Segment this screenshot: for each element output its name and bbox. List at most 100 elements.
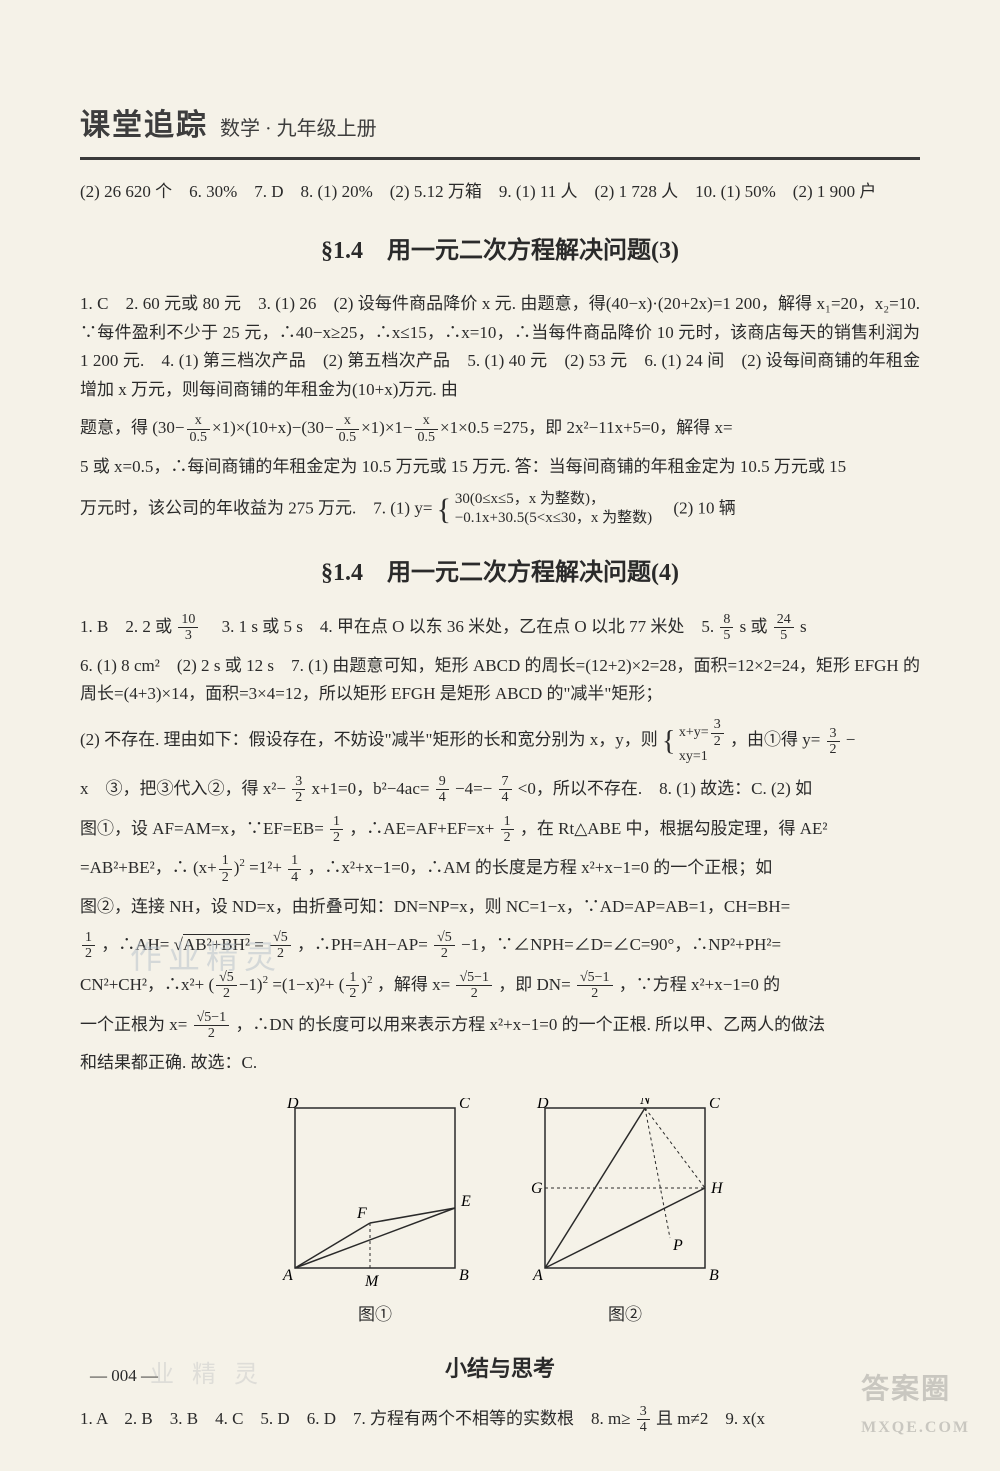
frac-7-4: 74 (499, 774, 512, 806)
figure-2: D C A B N G H P 图② (525, 1098, 725, 1330)
top-block: (2) 26 620 个 6. 30% 7. D 8. (1) 20% (2) … (80, 178, 920, 207)
s3p4b: (2) 10 辆 (656, 498, 735, 517)
section-4-p11: 和结果都正确. 故选：C. (80, 1049, 920, 1078)
section-3-p3: 5 或 x=0.5，∴每间商铺的年租金定为 10.5 万元或 15 万元. 答：… (80, 453, 920, 482)
frac-1-2b: 12 (501, 814, 514, 846)
s4p6b: =1²+ (249, 858, 282, 877)
watermark-page: 业 精 灵 (150, 1355, 264, 1396)
frac-x-05-1: x0.5 (187, 413, 211, 445)
s4p1c: s 或 (740, 617, 768, 636)
s3p2b: =275，即 2x²−11x+5=0，解得 x= (493, 418, 732, 437)
s4p6a: =AB²+BE²，∴ (80, 858, 189, 877)
section-4-p10: 一个正根为 x= √5−12 ，∴DN 的长度可以用来表示方程 x²+x−1=0… (80, 1010, 920, 1042)
piecewise-bot: −0.1x+30.5(5<x≤30，x 为整数) (455, 509, 652, 529)
frac-3-2a: 32 (711, 717, 724, 749)
frac-1-2d: 12 (82, 930, 95, 962)
svg-text:D: D (536, 1098, 549, 1112)
frac-10-3: 103 (178, 612, 198, 644)
frac-sqrt5m1-2b: √5−12 (577, 970, 613, 1002)
frac-x-05-2: x0.5 (336, 413, 360, 445)
section-4-p4: x ③，把③代入②，得 x²− 32 x+1=0，b²−4ac= 94 −4=−… (80, 774, 920, 806)
page-header: 课堂追踪 数学 · 九年级上册 (80, 100, 920, 160)
frac-1-2a: 12 (330, 814, 343, 846)
frac-sqrt5m1-2c: √5−12 (194, 1010, 230, 1042)
svg-text:A: A (532, 1267, 543, 1284)
svg-text:D: D (286, 1098, 299, 1112)
s4p4d: <0，所以不存在. 8. (1) 故选：C. (2) 如 (518, 779, 812, 798)
svg-text:B: B (709, 1267, 719, 1284)
s4p10a: 一个正根为 x= (80, 1014, 187, 1033)
summary-b: 且 m≠2 9. x(x (656, 1408, 765, 1427)
section-4-p7: 图②，连接 NH，设 ND=x，由折叠可知：DN=NP=x，则 NC=1−x，∵… (80, 893, 920, 922)
figure-2-svg: D C A B N G H P (525, 1098, 725, 1293)
s4p1d: s (800, 617, 807, 636)
svg-text:M: M (364, 1273, 380, 1290)
s4p9e: ，∵方程 x²+x−1=0 的 (619, 975, 780, 994)
section-4-heading: §1.4 用一元二次方程解决问题(4) (80, 553, 920, 594)
section-3-heading: §1.4 用一元二次方程解决问题(3) (80, 231, 920, 272)
watermark-bottom-b: MXQE.COM (861, 1414, 970, 1441)
frac-3-4: 34 (637, 1404, 650, 1436)
s3p2a: 题意，得 (80, 418, 148, 437)
section-4-p1: 1. B 2. 2 或 103 3. 1 s 或 5 s 4. 甲在点 O 以东… (80, 612, 920, 644)
s4p4b: x+1=0，b²−4ac= (311, 779, 429, 798)
s4p8d: −1，∵∠NPH=∠D=∠C=90°，∴NP²+PH²= (461, 935, 781, 954)
section-3-p4: 万元时，该公司的年收益为 275 万元. 7. (1) y= { 30(0≤x≤… (80, 490, 920, 529)
frac-1-2c: 12 (219, 853, 232, 885)
frac-8-5: 85 (720, 612, 733, 644)
frac-sqrt5m1-2a: √5−12 (456, 970, 492, 1002)
summary-body: 1. A 2. B 3. B 4. C 5. D 6. D 7. 方程有两个不相… (80, 1404, 920, 1436)
s4p10b: ，∴DN 的长度可以用来表示方程 x²+x−1=0 的一个正根. 所以甲、乙两人… (235, 1014, 825, 1033)
summary-a: 1. A 2. B 3. B 4. C 5. D 6. D 7. 方程有两个不相… (80, 1408, 631, 1427)
section-3-p2: 题意，得 (30−x0.5×1)×(10+x)−(30−x0.5×1)×1−x0… (80, 413, 920, 445)
s4p1a: 1. B 2. 2 或 (80, 617, 172, 636)
svg-text:E: E (460, 1193, 471, 1210)
section-4-p2: 6. (1) 8 cm² (2) 2 s 或 12 s 7. (1) 由题意可知… (80, 652, 920, 710)
figure-1-svg: D C A B E F M (275, 1098, 475, 1293)
frac-3-2c: 32 (292, 774, 305, 806)
s4p9d: ，即 DN= (498, 975, 570, 994)
frac-9-4: 94 (436, 774, 449, 806)
svg-text:B: B (459, 1267, 469, 1284)
figure-1: D C A B E F M 图① (275, 1098, 475, 1330)
figure-1-label: 图① (358, 1301, 392, 1330)
svg-text:H: H (710, 1180, 724, 1197)
frac-1-2e: 12 (346, 970, 359, 1002)
svg-text:F: F (356, 1205, 367, 1222)
piecewise-top: 30(0≤x≤5，x 为整数)， (455, 490, 652, 510)
svg-text:C: C (459, 1098, 470, 1112)
svg-text:P: P (672, 1237, 683, 1254)
s4p3b: ，由①得 y= (730, 730, 820, 749)
watermark-mid: 作业精灵 (130, 930, 282, 984)
frac-3-2b: 32 (827, 726, 840, 758)
section-4-p6: =AB²+BE²，∴ (x+12)2 =1²+ 14 ，∴x²+x−1=0，∴A… (80, 853, 920, 885)
s3p4a: 万元时，该公司的年收益为 275 万元. 7. (1) y= (80, 498, 432, 517)
figures-row: D C A B E F M 图① D C A B N G H P 图② (80, 1098, 920, 1330)
svg-text:A: A (282, 1267, 293, 1284)
header-title: 课堂追踪 (80, 100, 208, 151)
s4p4c: −4=− (455, 779, 492, 798)
s4p3a: (2) 不存在. 理由如下：假设存在，不妨设"减半"矩形的长和宽分别为 x，y，… (80, 730, 658, 749)
section-4-p5: 图①，设 AF=AM=x，∵EF=EB= 12 ，∴AE=AF+EF=x+ 12… (80, 814, 920, 846)
s4p4a: x ③，把③代入②，得 x²− (80, 779, 286, 798)
frac-x-05-3: x0.5 (415, 413, 439, 445)
frac-1-4: 14 (288, 853, 301, 885)
s4p6c: ，∴x²+x−1=0，∴AM 的长度是方程 x²+x−1=0 的一个正根；如 (307, 858, 772, 877)
watermark-bottom-a: 答案圈 (861, 1366, 970, 1414)
figure-2-label: 图② (608, 1301, 642, 1330)
s4p3c: − (846, 730, 856, 749)
s4p5a: 图①，设 AF=AM=x，∵EF=EB= (80, 818, 324, 837)
section-3-p1: 1. C 2. 60 元或 80 元 3. (1) 26 (2) 设每件商品降价… (80, 290, 920, 406)
s4p5b: ，∴AE=AF+EF=x+ (349, 818, 494, 837)
watermark-bottom: 答案圈 MXQE.COM (861, 1366, 970, 1441)
header-subtitle: 数学 · 九年级上册 (220, 112, 377, 146)
s4p8c: ，∴PH=AH−AP= (297, 935, 428, 954)
svg-text:N: N (639, 1098, 652, 1108)
s4p9c: ，解得 x= (377, 975, 450, 994)
page-number: — 004 — (90, 1362, 158, 1391)
frac-sqrt5-2b: √52 (434, 930, 455, 962)
s4p1b: 3. 1 s 或 5 s 4. 甲在点 O 以东 36 米处，乙在点 O 以北 … (205, 617, 715, 636)
svg-text:C: C (709, 1098, 720, 1112)
s4p5c: ，在 Rt△ABE 中，根据勾股定理，得 AE² (520, 818, 828, 837)
frac-24-5: 245 (774, 612, 794, 644)
